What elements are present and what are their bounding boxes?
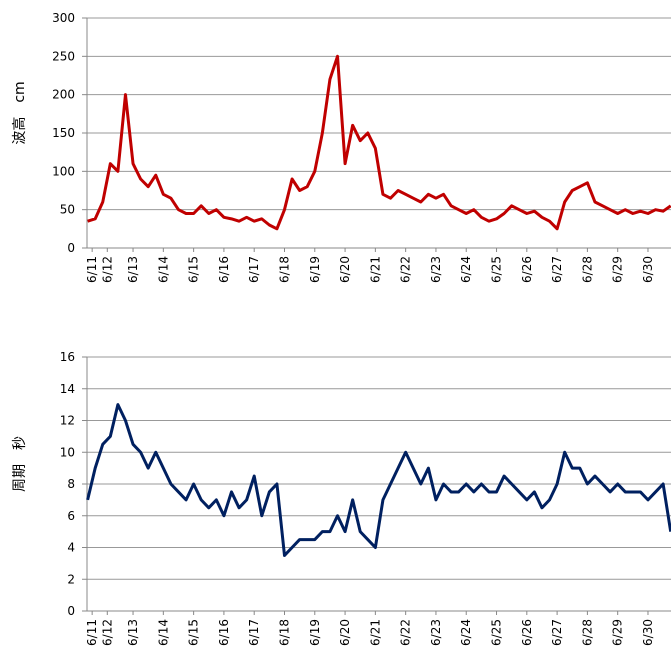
x-tick-label: 6/12 [100,619,114,646]
x-tick-label: 6/15 [187,256,201,283]
x-tick-label: 6/11 [85,256,99,283]
x-tick-label: 6/28 [580,619,594,646]
x-tick-label: 6/14 [156,256,170,283]
x-tick-label: 6/20 [338,619,352,646]
y-tick-label: 100 [52,164,75,178]
x-tick-label: 6/15 [187,619,201,646]
y-tick-label: 6 [67,509,75,523]
y-tick-label: 10 [60,445,75,459]
y-tick-label: 14 [60,382,75,396]
x-tick-label: 6/23 [429,619,443,646]
y-tick-label: 50 [60,203,75,217]
x-tick-label: 6/29 [611,256,625,283]
y-tick-label: 250 [52,49,75,63]
x-tick-label: 6/23 [429,256,443,283]
y-tick-label: 4 [67,541,75,555]
x-tick-label: 6/17 [247,256,261,283]
x-tick-label: 6/22 [399,619,413,646]
y-axis-label: 波高 cm [11,81,28,144]
x-tick-label: 6/27 [550,619,564,646]
x-tick-label: 6/24 [459,619,473,646]
x-tick-label: 6/19 [308,619,322,646]
x-tick-label: 6/26 [520,619,534,646]
x-tick-label: 6/18 [277,256,291,283]
y-tick-label: 300 [52,11,75,25]
data-line [87,54,671,231]
x-tick-label: 6/22 [399,256,413,283]
y-tick-label: 8 [67,477,75,491]
x-tick-label: 6/21 [368,619,382,646]
x-tick-label: 6/30 [641,619,655,646]
x-tick-label: 6/30 [641,256,655,283]
x-tick-label: 6/18 [277,619,291,646]
x-tick-label: 6/20 [338,256,352,283]
x-tick-label: 6/17 [247,619,261,646]
x-tick-label: 6/14 [156,619,170,646]
x-tick-label: 6/12 [100,256,114,283]
x-tick-label: 6/16 [217,256,231,283]
y-tick-label: 150 [52,126,75,140]
x-tick-label: 6/25 [490,256,504,283]
x-tick-label: 6/11 [85,619,99,646]
x-tick-label: 6/27 [550,256,564,283]
y-tick-label: 0 [67,604,75,618]
x-tick-label: 6/13 [126,256,140,283]
x-tick-label: 6/13 [126,619,140,646]
x-tick-label: 6/24 [459,256,473,283]
x-tick-label: 6/16 [217,619,231,646]
x-tick-label: 6/25 [490,619,504,646]
data-line [86,403,671,557]
x-tick-label: 6/28 [580,256,594,283]
y-axis-label: 周期 秒 [12,436,28,492]
x-tick-label: 6/29 [611,619,625,646]
y-tick-label: 2 [67,572,75,586]
x-tick-label: 6/26 [520,256,534,283]
y-tick-label: 0 [67,241,75,255]
x-tick-label: 6/21 [368,256,382,283]
y-tick-label: 12 [60,414,75,428]
x-tick-label: 6/19 [308,256,322,283]
y-tick-label: 200 [52,88,75,102]
y-tick-label: 16 [60,350,75,364]
